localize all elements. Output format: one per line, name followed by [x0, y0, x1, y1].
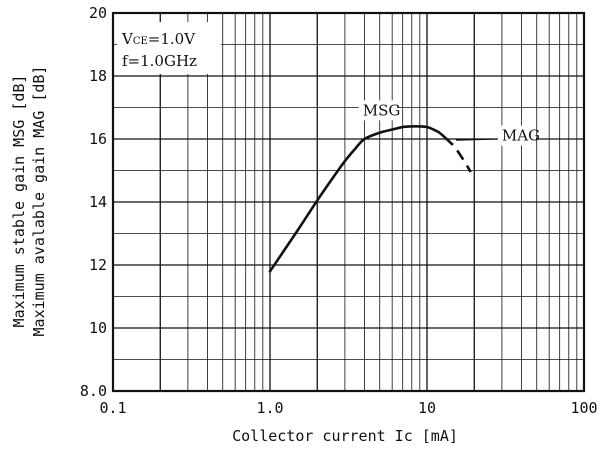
y-tick-label: 16 — [89, 130, 107, 148]
curves — [268, 125, 472, 273]
grid — [112, 12, 584, 392]
x-axis-label: Collector current Ic [mA] — [232, 427, 458, 445]
conditions-box: VCE=1.0V f=1.0GHz — [117, 22, 221, 74]
y-tick-label: 8.0 — [80, 382, 107, 400]
x-tick-label: 100 — [570, 399, 597, 417]
x-tick-label: 0.1 — [99, 399, 126, 417]
tick-labels: 0.1 1.0 10 100 8.0 10 12 14 16 18 20 — [80, 4, 598, 417]
plot-frame — [111, 11, 586, 393]
series-line-mag — [443, 136, 472, 173]
annotation-leader — [455, 138, 498, 141]
annotation-mag: MAG — [455, 125, 540, 146]
annotation-label: MAG — [502, 127, 540, 145]
x-tick-label: 1.0 — [256, 399, 283, 417]
y-tick-label: 14 — [89, 193, 107, 211]
annotation-label: MSG — [363, 101, 401, 119]
series-line-msg — [268, 125, 447, 273]
series-annotations: MSG MAG — [358, 100, 540, 146]
y-axis-label-mag: Maximum avalable gain MAG [dB] — [30, 66, 48, 337]
y-tick-label: 20 — [89, 4, 107, 22]
frequency-condition: f=1.0GHz — [122, 52, 197, 70]
y-tick-label: 10 — [89, 319, 107, 337]
y-tick-label: 12 — [89, 256, 107, 274]
annotation-msg: MSG — [358, 100, 401, 121]
y-axis-label-msg: Maximum stable gain MSG [dB] — [10, 75, 28, 328]
vce-condition: VCE=1.0V — [121, 30, 196, 48]
y-tick-label: 18 — [89, 67, 107, 85]
x-tick-label: 10 — [418, 399, 436, 417]
